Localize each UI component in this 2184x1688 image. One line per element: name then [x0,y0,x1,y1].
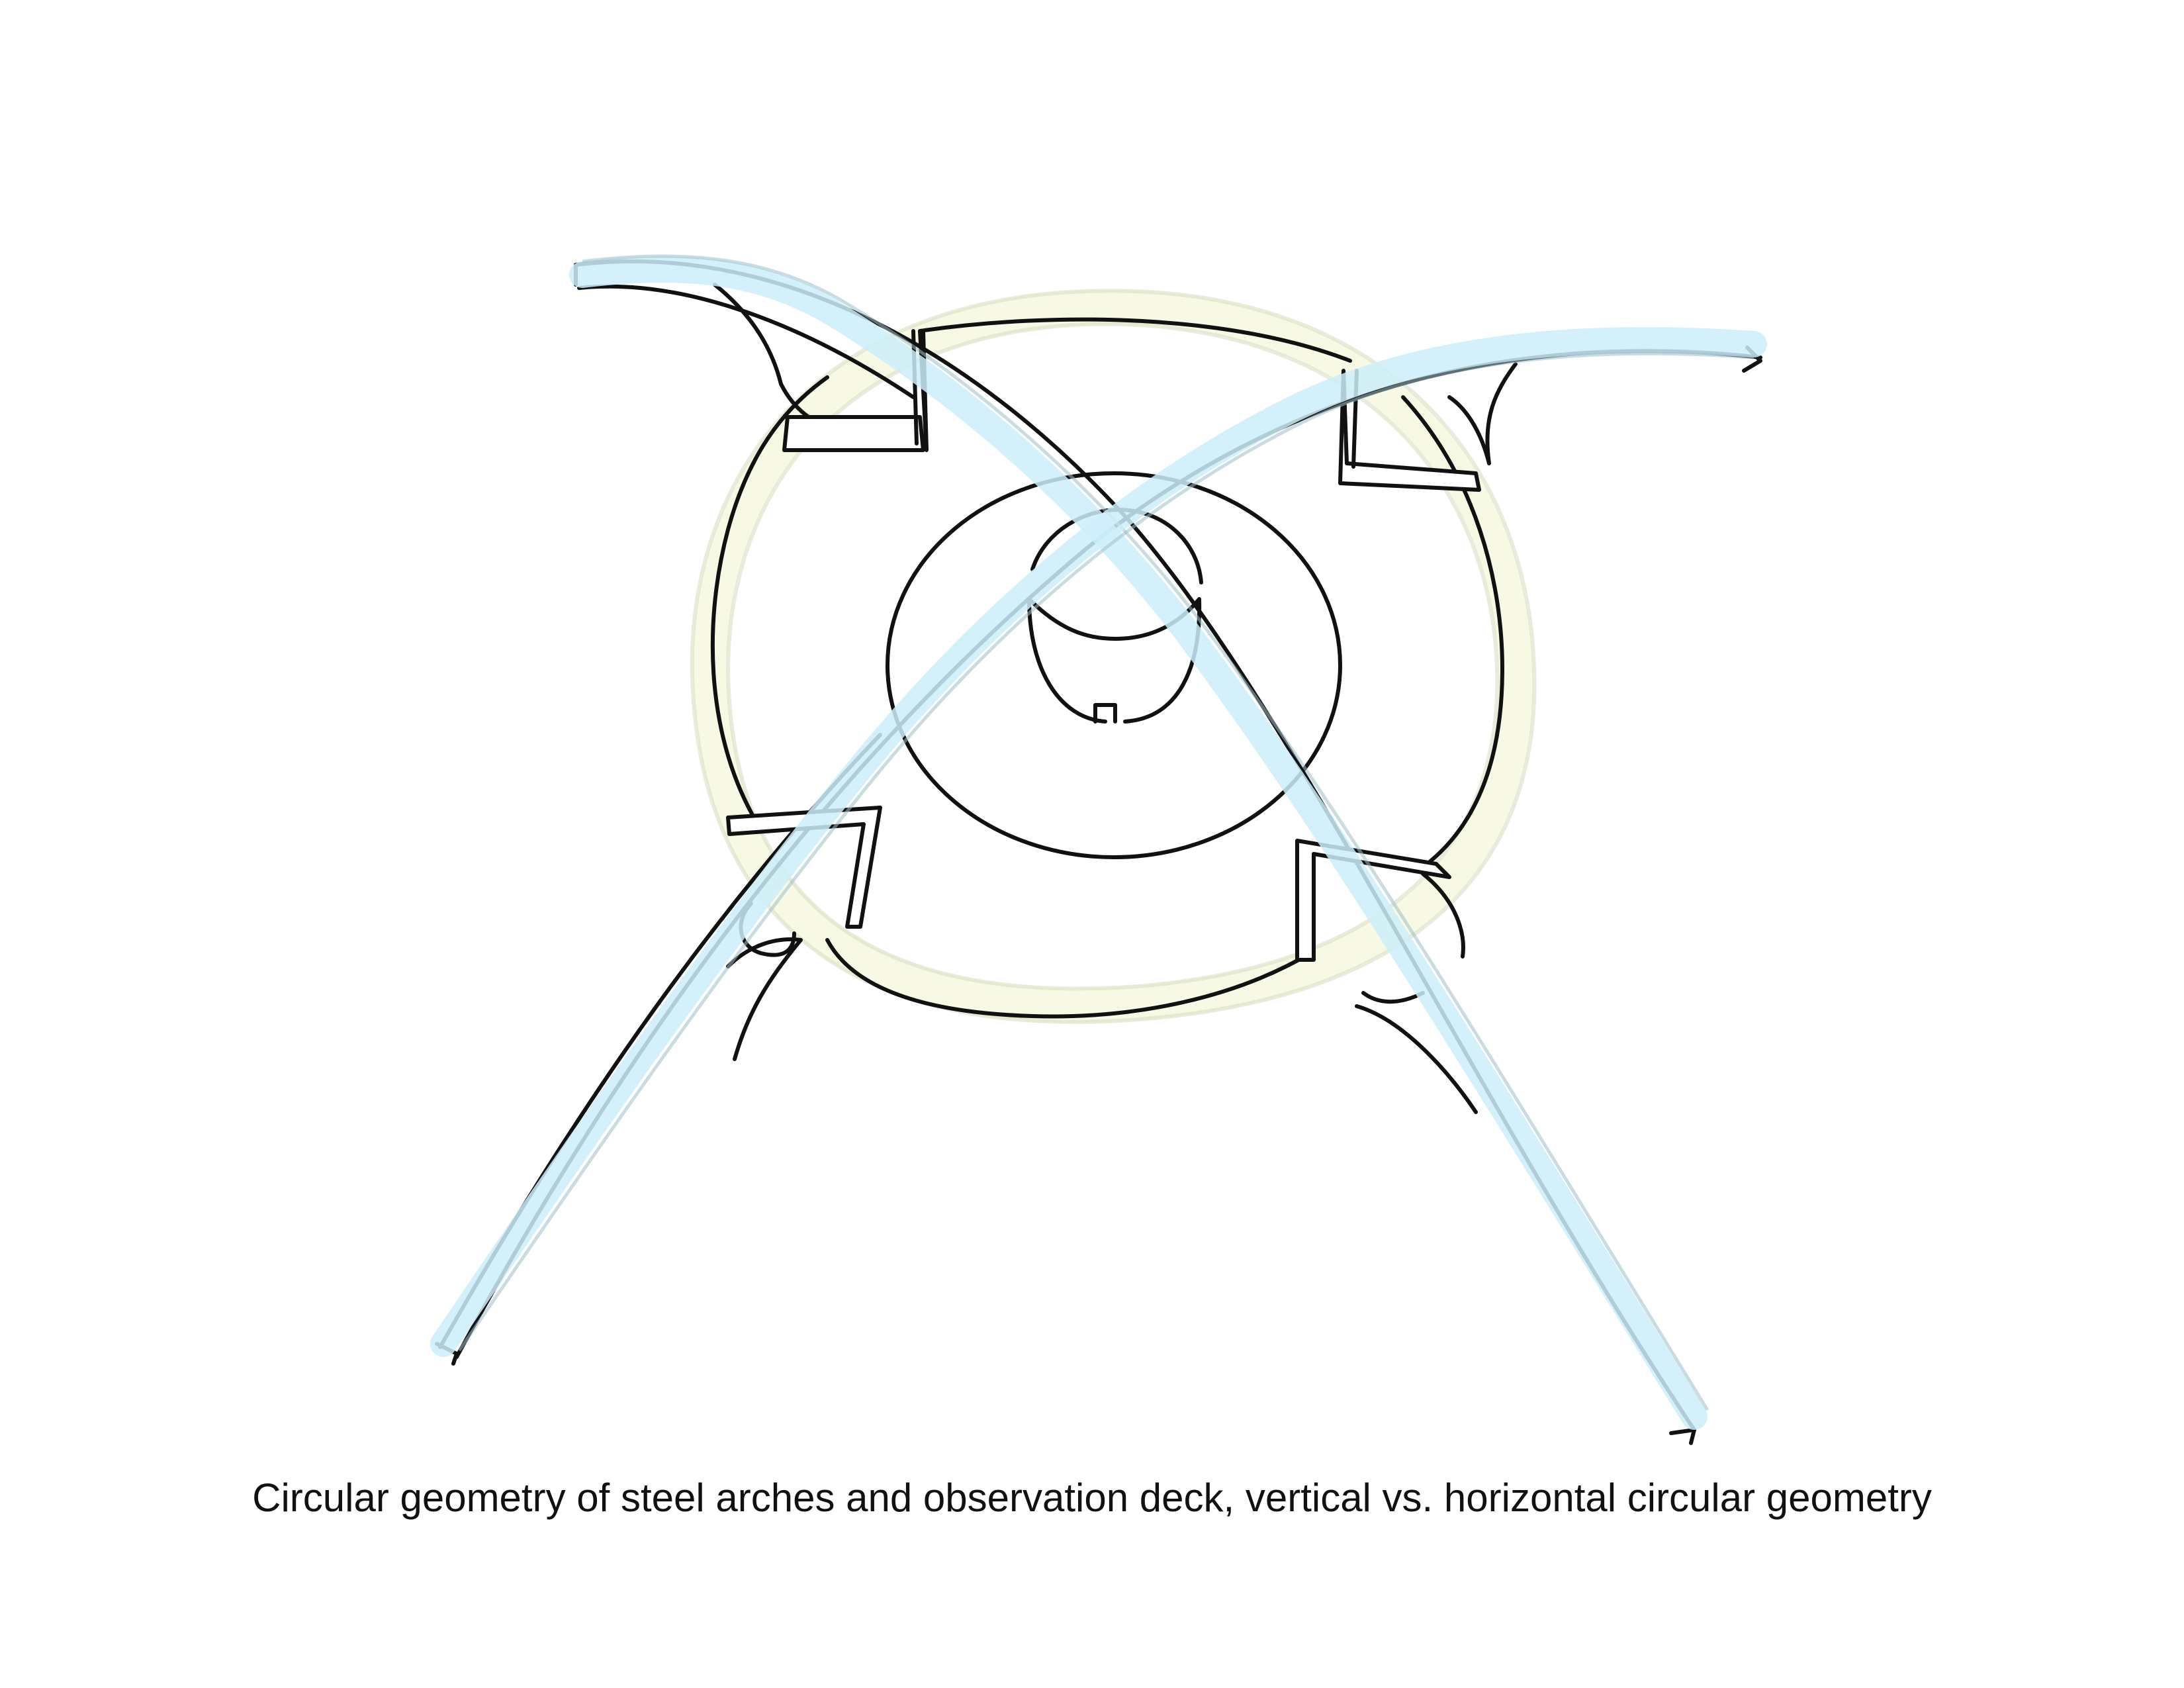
deck-outer-outline [710,317,1504,1019]
arch-a-end-cap-bottom [1669,1428,1696,1445]
arch-a-highlight-edge [582,254,1709,1411]
connector-block-top-right [1338,369,1481,492]
central-core [1027,597,1202,724]
deck-ring-outer-edge [690,289,1537,1024]
bracket-top-right [1447,362,1518,465]
arch-highlights [430,254,1767,1430]
figure-caption: Circular geometry of steel arches and ob… [252,1476,1932,1520]
arch-b-highlight [430,327,1767,1357]
bracket-bottom-left [726,937,803,1061]
line-drawing [435,259,1762,1445]
arch-a-outline-inner [577,284,915,399]
deck-ring-inner-edge [726,322,1500,991]
connector-block-bottom-right [1295,839,1451,962]
inner-deck-ellipse [886,471,1342,859]
lower-right-fillet [1361,991,1425,1004]
connector-block-bottom-left [726,806,882,929]
bracket-bottom-right [1355,872,1478,1114]
arch-b-highlight-edge [457,352,1754,1352]
arch-a-highlight [569,256,1707,1430]
